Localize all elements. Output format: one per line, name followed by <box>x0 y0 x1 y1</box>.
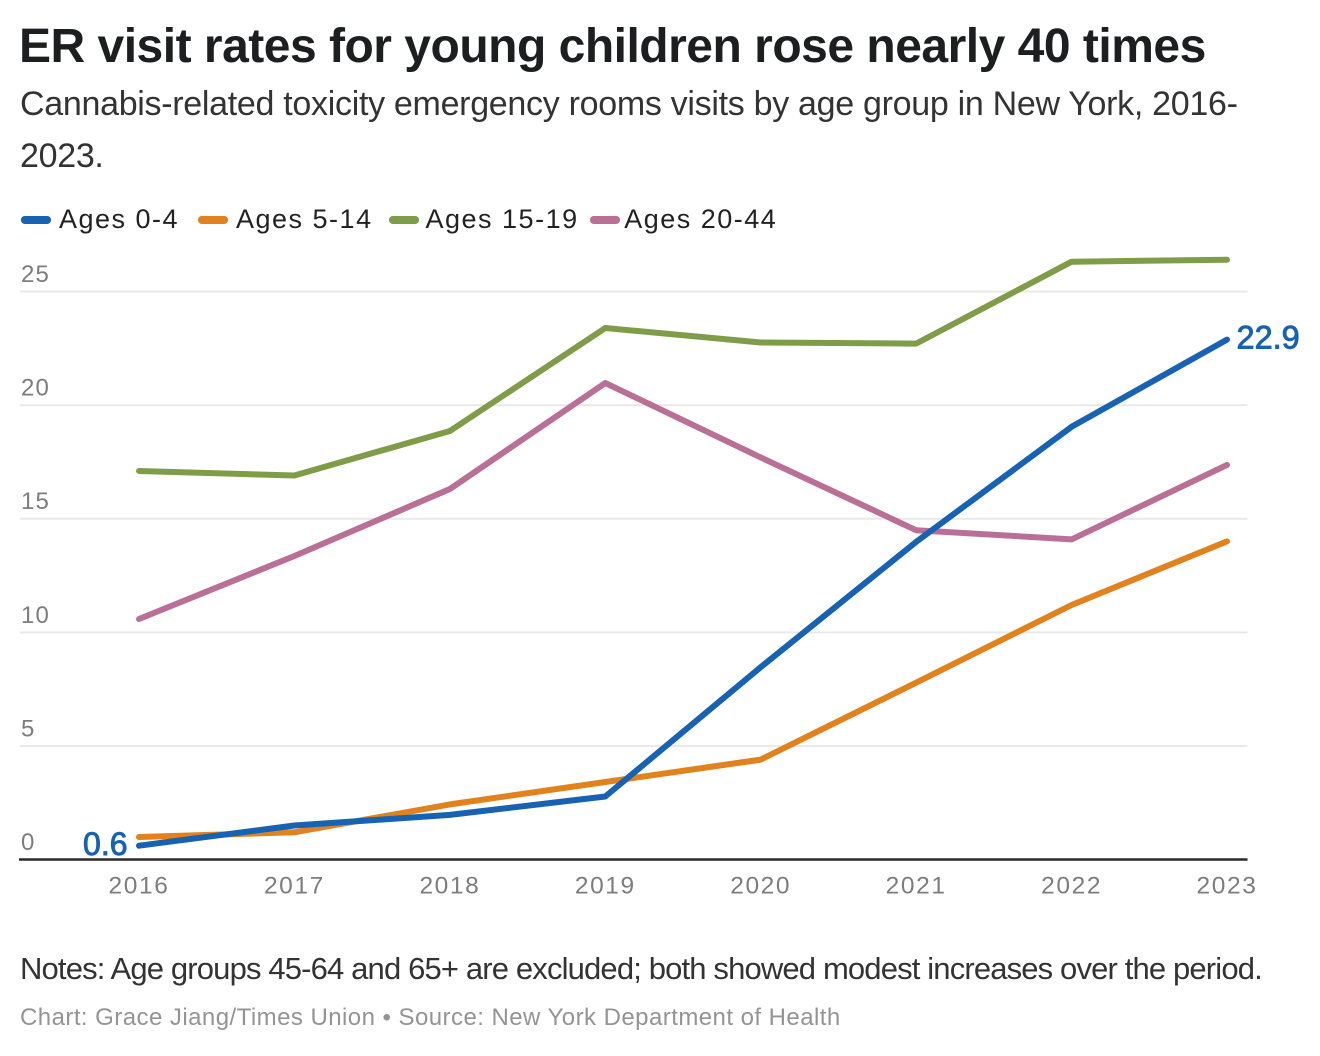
svg-text:2016: 2016 <box>109 873 170 900</box>
svg-text:20: 20 <box>21 375 50 402</box>
svg-text:25: 25 <box>21 261 50 288</box>
svg-text:0.6: 0.6 <box>83 826 127 862</box>
svg-text:15: 15 <box>21 488 50 515</box>
svg-text:2018: 2018 <box>419 873 480 900</box>
svg-text:2021: 2021 <box>886 873 947 900</box>
svg-text:2020: 2020 <box>730 873 791 900</box>
svg-text:2023: 2023 <box>1197 873 1258 900</box>
svg-text:10: 10 <box>21 602 50 629</box>
svg-text:5: 5 <box>21 715 36 742</box>
svg-text:22.9: 22.9 <box>1237 319 1300 355</box>
svg-text:2022: 2022 <box>1041 873 1102 900</box>
svg-text:0: 0 <box>21 829 36 856</box>
svg-text:2019: 2019 <box>575 873 636 900</box>
svg-text:2017: 2017 <box>264 873 325 900</box>
